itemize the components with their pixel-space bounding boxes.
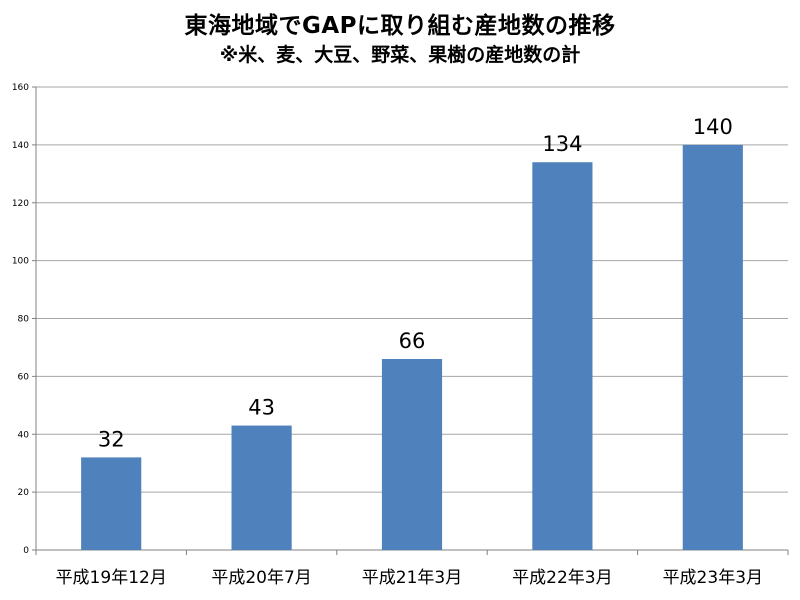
y-tick-label: 20	[18, 488, 30, 498]
data-label: 66	[399, 329, 426, 353]
data-label: 134	[542, 132, 582, 156]
x-tick-label: 平成23年3月	[663, 568, 763, 588]
y-tick-label: 60	[18, 372, 30, 382]
bar	[81, 457, 142, 550]
chart-title: 東海地域でGAPに取り組む産地数の推移	[184, 13, 616, 39]
data-label: 43	[248, 396, 275, 420]
y-tick-label: 160	[12, 83, 29, 93]
y-tick-label: 100	[12, 257, 29, 267]
bar	[682, 144, 743, 550]
data-label: 32	[98, 427, 125, 451]
bar	[532, 162, 593, 551]
y-tick-label: 0	[23, 546, 29, 556]
x-tick-label: 平成20年7月	[211, 568, 311, 588]
x-tick-label: 平成22年3月	[512, 568, 612, 588]
bars	[81, 144, 743, 551]
y-tick-label: 120	[12, 199, 29, 209]
y-tick-label: 80	[18, 315, 30, 325]
x-tick-label: 平成19年12月	[56, 568, 167, 588]
labels: 0 20 40 60 80 100 120 140 160 32 平成19年12月 43 平成20年7月…	[12, 83, 763, 588]
data-label: 140	[693, 115, 733, 139]
bar	[381, 359, 443, 550]
bar	[231, 425, 292, 550]
x-tick-label: 平成21年3月	[362, 568, 462, 588]
y-tick-label: 140	[12, 141, 29, 151]
y-tick-label: 40	[18, 430, 30, 440]
chart-subtitle: ※米、麦、大豆、野菜、果樹の産地数の計	[219, 44, 581, 66]
